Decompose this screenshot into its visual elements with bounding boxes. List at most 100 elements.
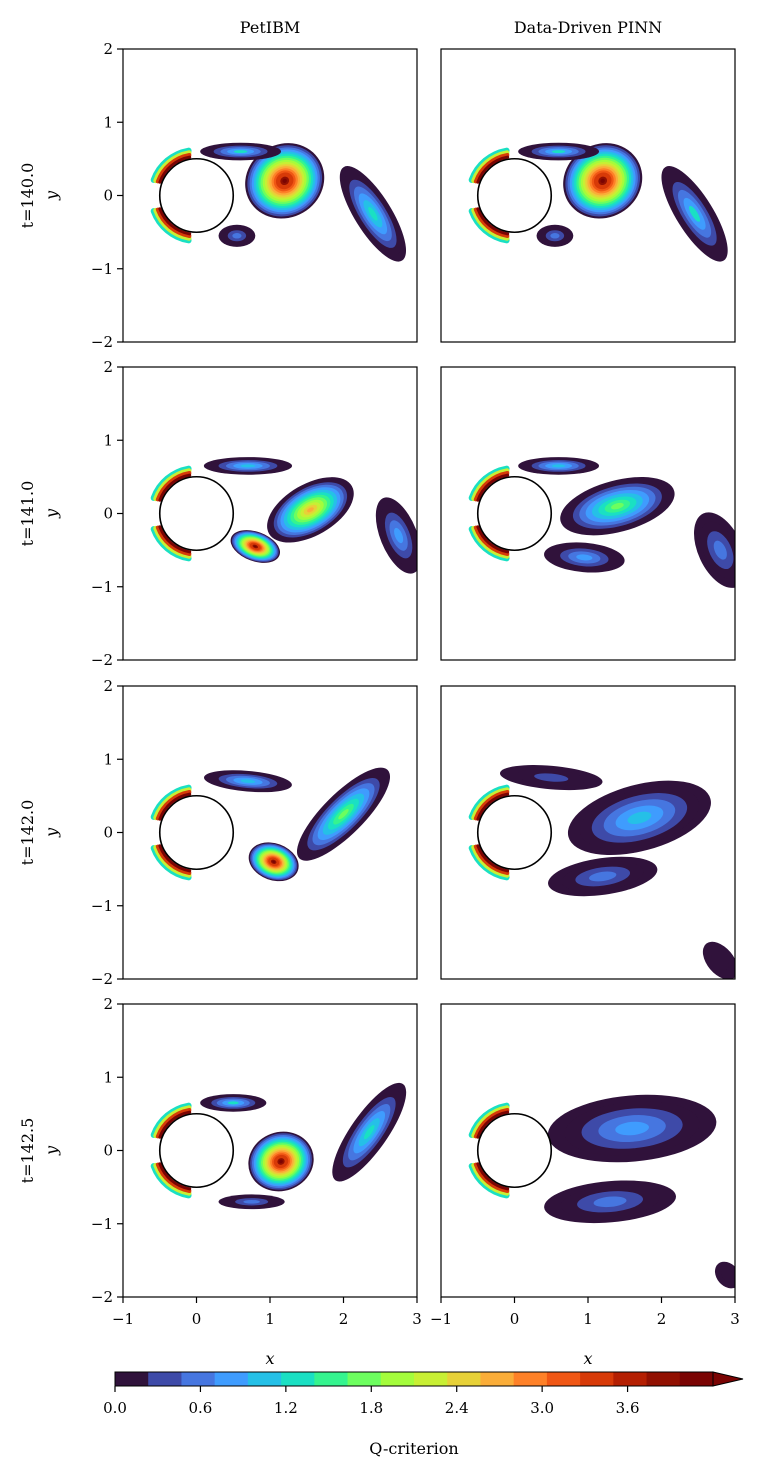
colorbar-segment: [115, 1372, 149, 1386]
q-contour: [721, 1268, 734, 1282]
x-axis-label-right: x: [583, 1349, 592, 1368]
colorbar-tick-label: 1.2: [274, 1399, 298, 1417]
upper-shear-layer: [473, 152, 510, 184]
colorbar-segment: [380, 1372, 415, 1386]
y-axis-label: y: [42, 827, 61, 838]
contour-panel: [123, 686, 417, 979]
cylinder: [476, 1112, 553, 1189]
colorbar-label: Q-criterion: [369, 1439, 458, 1458]
panel-grid: t=140.0 y 2 1 0 −1 −2 t=141.0 y 2 1 0 −1 −2 t=142.0 y 2 1…: [18, 40, 740, 1328]
colorbar-segment: [148, 1372, 182, 1386]
lower-shear-layer: [473, 525, 510, 557]
lower-shear-layer: [155, 525, 192, 557]
y-tick-label: 2: [103, 995, 113, 1013]
y-tick-label: −2: [91, 970, 113, 988]
colorbar-segment: [214, 1372, 249, 1386]
contour-panel: [123, 367, 417, 660]
lower-shear-layer: [471, 525, 510, 559]
colorbar-tick-label: 0.6: [188, 1399, 212, 1417]
contour-panel: [123, 1004, 417, 1297]
colorbar-segment: [314, 1372, 349, 1386]
y-axis-label: y: [42, 508, 61, 519]
x-tick-label: −1: [430, 1310, 452, 1328]
q-contour: [627, 811, 652, 825]
y-tick-label: 2: [103, 40, 113, 58]
y-tick-label: 1: [103, 113, 113, 131]
colorbar-segment: [546, 1372, 581, 1386]
colorbar-tick-label: 2.4: [445, 1399, 469, 1417]
colorbar-segment: [447, 1372, 481, 1386]
x-tick-label: 0: [510, 1310, 520, 1328]
upper-shear-layer: [158, 473, 192, 502]
cylinder: [158, 794, 235, 871]
y-tick-label: −1: [91, 578, 113, 596]
cylinder: [158, 1112, 235, 1189]
cylinder: [476, 157, 553, 234]
upper-shear-layer: [155, 470, 192, 502]
lower-shear-layer: [471, 1162, 510, 1196]
contour-panel: [123, 49, 417, 342]
y-tick-label: 1: [103, 1068, 113, 1086]
colorbar-tick-label: 3.0: [530, 1399, 554, 1417]
q-contour: [233, 150, 248, 154]
lower-shear-layer: [153, 844, 192, 878]
colorbar-segment: [247, 1372, 282, 1386]
colorbar-tick-label: 0.0: [103, 1399, 127, 1417]
q-contour: [253, 545, 257, 548]
q-contour: [240, 779, 256, 784]
y-tick-label: −1: [91, 897, 113, 915]
upper-shear-layer: [476, 155, 510, 184]
lower-shear-layer: [471, 844, 510, 878]
row-label: t=142.0: [18, 800, 37, 866]
lower-shear-layer: [153, 1162, 192, 1196]
q-contour: [551, 464, 566, 468]
lower-shear-layer: [158, 1162, 192, 1191]
q-contour: [600, 178, 605, 183]
upper-shear-layer: [476, 792, 510, 821]
lower-shear-layer: [473, 1162, 510, 1194]
x-tick-label: −1: [112, 1310, 134, 1328]
upper-shear-layer: [473, 470, 510, 502]
y-tick-label: 0: [103, 505, 113, 523]
q-contour: [243, 1199, 260, 1204]
lower-shear-layer: [476, 844, 510, 873]
upper-shear-layer: [155, 152, 192, 184]
y-tick-label: 0: [103, 187, 113, 205]
lower-shear-layer: [473, 844, 510, 876]
colorbar-segment: [281, 1372, 315, 1386]
q-contour: [576, 554, 593, 561]
q-contour: [689, 205, 701, 222]
upper-shear-layer: [158, 155, 192, 184]
upper-shear-layer: [153, 1105, 192, 1139]
cylinder: [158, 157, 235, 234]
y-tick-label: 1: [103, 431, 113, 449]
lower-shear-layer: [155, 207, 192, 239]
x-tick-label: 3: [730, 1310, 740, 1328]
colorbar: 0.0 0.6 1.2 1.8 2.4 3.0 3.6: [103, 1371, 744, 1417]
q-contour: [363, 1125, 375, 1140]
q-contour: [307, 507, 314, 513]
q-contour: [593, 1196, 627, 1208]
y-tick-label: 2: [103, 358, 113, 376]
lower-shear-layer: [158, 844, 192, 873]
q-contour: [282, 178, 287, 183]
y-tick-label: 1: [103, 750, 113, 768]
contour-panel: [441, 49, 735, 342]
colorbar-segment: [480, 1372, 515, 1386]
q-contour: [550, 233, 560, 239]
cylinder: [476, 794, 553, 871]
y-tick-label: 2: [103, 677, 113, 695]
q-contour: [615, 1121, 649, 1136]
upper-shear-layer: [153, 150, 192, 184]
q-contour: [272, 860, 276, 863]
upper-shear-layer: [153, 787, 192, 821]
lower-shear-layer: [476, 525, 510, 554]
y-tick-label: −1: [91, 1215, 113, 1233]
row-label: t=142.5: [18, 1118, 37, 1184]
upper-shear-layer: [476, 1110, 510, 1139]
q-contour: [534, 773, 569, 782]
q-contour: [394, 527, 404, 544]
lower-shear-layer: [471, 207, 510, 241]
upper-shear-layer: [473, 1107, 510, 1139]
q-contour: [227, 1101, 239, 1105]
